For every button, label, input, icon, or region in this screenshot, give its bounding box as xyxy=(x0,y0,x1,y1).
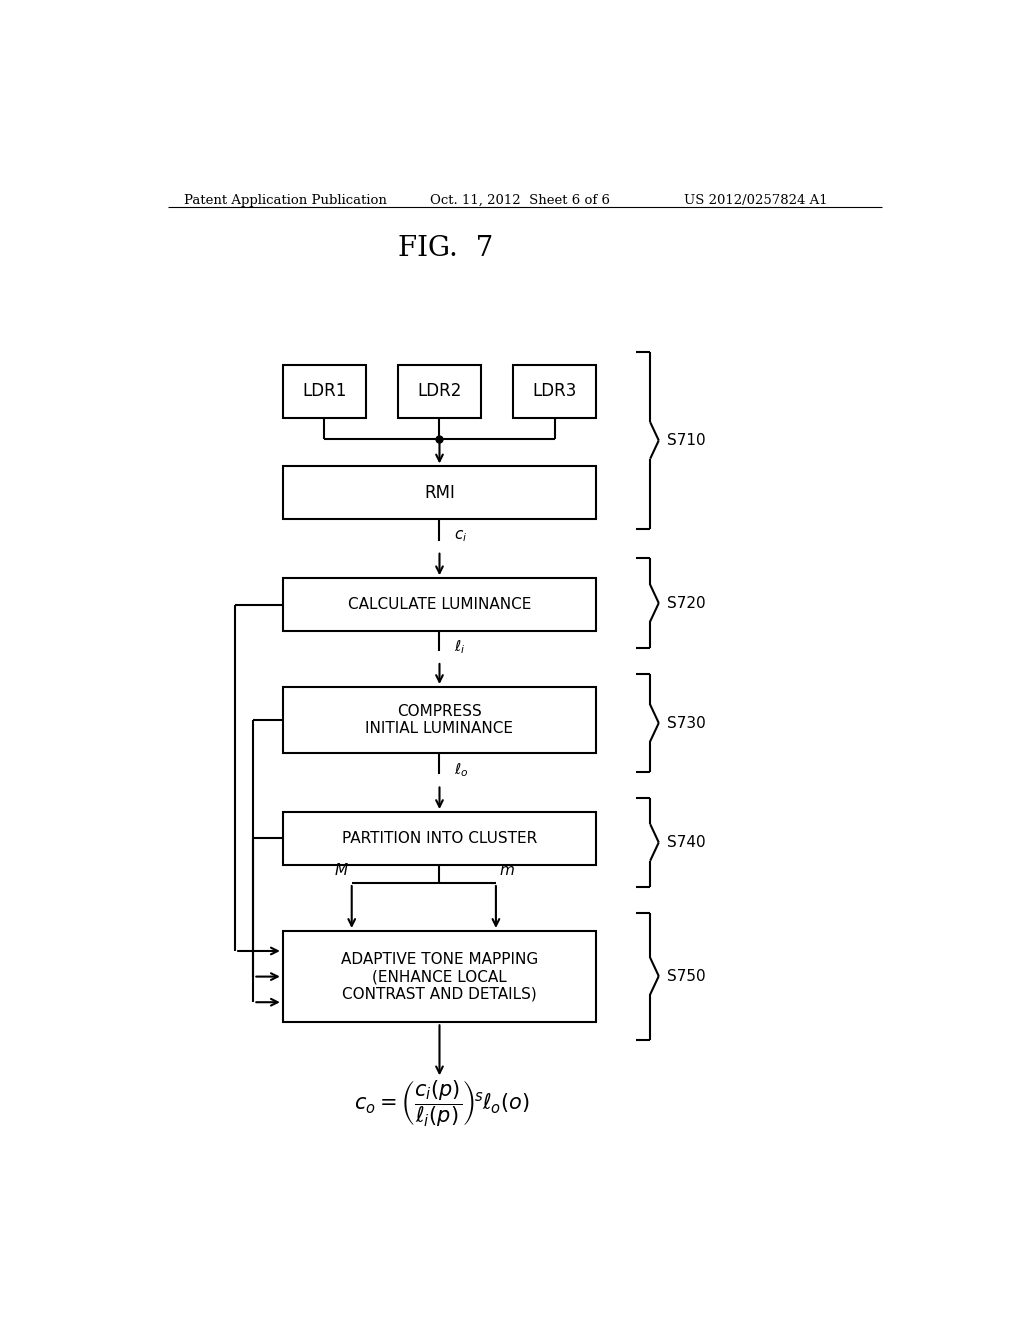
Text: S740: S740 xyxy=(667,836,706,850)
Text: $\ell_o$: $\ell_o$ xyxy=(454,762,468,779)
FancyBboxPatch shape xyxy=(283,364,367,417)
Text: Oct. 11, 2012  Sheet 6 of 6: Oct. 11, 2012 Sheet 6 of 6 xyxy=(430,194,609,207)
Text: S710: S710 xyxy=(667,433,706,447)
Text: RMI: RMI xyxy=(424,484,455,502)
Text: S720: S720 xyxy=(667,595,706,611)
FancyBboxPatch shape xyxy=(283,686,596,752)
Text: S750: S750 xyxy=(667,969,706,983)
Text: S730: S730 xyxy=(667,715,706,730)
FancyBboxPatch shape xyxy=(283,812,596,865)
FancyBboxPatch shape xyxy=(283,931,596,1022)
Text: $c_o = \left(\dfrac{c_i(p)}{\ell_i(p)}\right)^{\!s}\ell_o(o)$: $c_o = \left(\dfrac{c_i(p)}{\ell_i(p)}\r… xyxy=(353,1078,529,1129)
Text: ADAPTIVE TONE MAPPING
(ENHANCE LOCAL
CONTRAST AND DETAILS): ADAPTIVE TONE MAPPING (ENHANCE LOCAL CON… xyxy=(341,952,539,1002)
FancyBboxPatch shape xyxy=(397,364,481,417)
FancyBboxPatch shape xyxy=(283,466,596,519)
Text: m: m xyxy=(500,863,515,878)
FancyBboxPatch shape xyxy=(283,578,596,631)
Text: $c_i$: $c_i$ xyxy=(454,528,467,544)
Text: COMPRESS
INITIAL LUMINANCE: COMPRESS INITIAL LUMINANCE xyxy=(366,704,513,737)
Text: PARTITION INTO CLUSTER: PARTITION INTO CLUSTER xyxy=(342,830,538,846)
Text: LDR1: LDR1 xyxy=(302,383,346,400)
Text: FIG.  7: FIG. 7 xyxy=(397,235,494,261)
Text: LDR3: LDR3 xyxy=(532,383,577,400)
Text: Patent Application Publication: Patent Application Publication xyxy=(183,194,386,207)
Text: CALCULATE LUMINANCE: CALCULATE LUMINANCE xyxy=(348,597,531,612)
Text: US 2012/0257824 A1: US 2012/0257824 A1 xyxy=(684,194,827,207)
Text: $\ell_i$: $\ell_i$ xyxy=(454,638,465,656)
Text: LDR2: LDR2 xyxy=(418,383,462,400)
FancyBboxPatch shape xyxy=(513,364,596,417)
Text: M: M xyxy=(335,863,348,878)
